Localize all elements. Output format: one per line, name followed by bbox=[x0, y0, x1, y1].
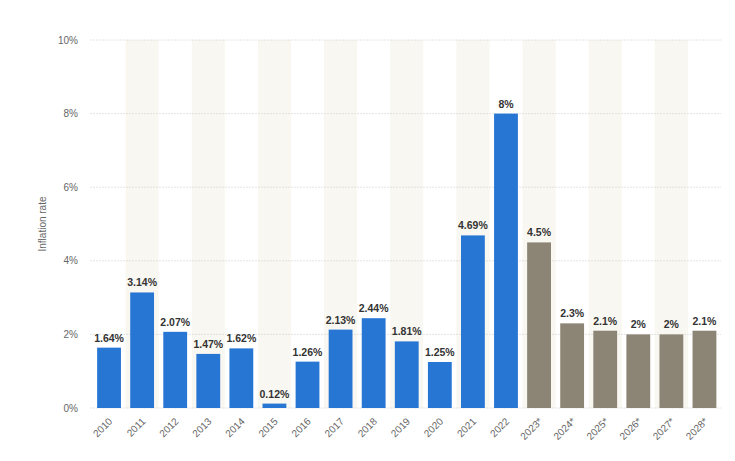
bar bbox=[163, 332, 187, 408]
column-band bbox=[456, 40, 489, 408]
x-tick-label: 2020 bbox=[422, 415, 446, 439]
data-label: 1.64% bbox=[94, 332, 124, 344]
bar bbox=[626, 334, 650, 408]
x-tick-label: 2025* bbox=[584, 416, 610, 442]
x-tick-label: 2019 bbox=[389, 415, 413, 439]
bar bbox=[263, 404, 287, 408]
x-tick-label: 2027* bbox=[651, 416, 677, 442]
x-tick-label: 2015 bbox=[256, 415, 280, 439]
y-tick-label: 0% bbox=[64, 403, 79, 414]
x-tick-label: 2011 bbox=[125, 415, 148, 438]
x-tick-label: 2012 bbox=[157, 415, 181, 439]
grid-line bbox=[91, 260, 722, 261]
bar bbox=[659, 334, 683, 408]
grid-line bbox=[91, 113, 722, 114]
x-tick-label: 2026* bbox=[617, 416, 643, 442]
data-label: 0.12% bbox=[260, 388, 290, 400]
column-band bbox=[126, 40, 159, 408]
x-tick-label: 2024* bbox=[551, 416, 577, 442]
data-label: 8% bbox=[498, 98, 514, 110]
x-tick-label: 2018 bbox=[356, 415, 380, 439]
y-axis-title: Inflation rate bbox=[37, 196, 48, 251]
data-label: 2% bbox=[631, 318, 647, 330]
x-tick-label: 2014 bbox=[223, 415, 247, 439]
data-label: 2.07% bbox=[160, 316, 190, 328]
y-tick-label: 10% bbox=[58, 35, 78, 46]
data-label: 1.25% bbox=[425, 346, 455, 358]
data-label: 2.3% bbox=[560, 307, 585, 319]
column-band bbox=[258, 40, 291, 408]
data-label: 1.26% bbox=[293, 346, 323, 358]
y-tick-label: 8% bbox=[64, 108, 79, 119]
x-tick-label: 2022 bbox=[488, 415, 512, 439]
column-band bbox=[589, 40, 622, 408]
column-band bbox=[655, 40, 688, 408]
bar bbox=[130, 292, 154, 408]
x-tick-label: 2017 bbox=[322, 415, 346, 439]
x-tick-label: 2010 bbox=[91, 415, 115, 439]
y-tick-label: 2% bbox=[64, 329, 79, 340]
column-band bbox=[192, 40, 225, 408]
data-labels: 1.64% 3.14% 2.07%1.47%1.62% 0.12% 1.26% 2.13%… bbox=[94, 98, 717, 400]
data-label: 1.62% bbox=[226, 332, 256, 344]
bar bbox=[196, 354, 220, 408]
data-label: 2.1% bbox=[593, 315, 618, 327]
x-tick-label: 2021 bbox=[455, 415, 479, 439]
bars bbox=[97, 114, 716, 408]
x-tick-label: 2013 bbox=[190, 415, 214, 439]
bar bbox=[362, 318, 386, 408]
x-tick-label: 2028* bbox=[684, 416, 710, 442]
data-label: 2.13% bbox=[326, 314, 356, 326]
bar bbox=[593, 331, 617, 408]
data-label: 1.81% bbox=[392, 325, 422, 337]
bar bbox=[296, 362, 320, 408]
data-label: 4.69% bbox=[458, 219, 488, 231]
data-label: 4.5% bbox=[527, 226, 552, 238]
y-tick-label: 6% bbox=[64, 182, 79, 193]
data-label: 1.47% bbox=[193, 338, 223, 350]
bar bbox=[97, 348, 121, 408]
grid-line bbox=[91, 40, 722, 41]
bar bbox=[329, 330, 353, 408]
chart: 0% 2% 4% 6% 8% 10% Inflation rate 1.64% 3.14% 2.0… bbox=[0, 0, 735, 461]
data-label: 2.44% bbox=[359, 302, 389, 314]
grid-line bbox=[91, 187, 722, 188]
data-label: 2.1% bbox=[692, 315, 717, 327]
column-band bbox=[324, 40, 357, 408]
bar bbox=[229, 348, 253, 408]
bar bbox=[494, 114, 518, 408]
column-band bbox=[390, 40, 423, 408]
bar bbox=[560, 323, 584, 408]
data-label: 3.14% bbox=[127, 276, 157, 288]
bar bbox=[428, 362, 452, 408]
bar bbox=[461, 235, 485, 408]
data-label: 2% bbox=[664, 318, 680, 330]
x-tick-label: 2023* bbox=[518, 416, 544, 442]
bar bbox=[395, 341, 419, 408]
y-tick-label: 4% bbox=[64, 255, 79, 266]
bar bbox=[693, 331, 717, 408]
x-tick-label: 2016 bbox=[289, 415, 313, 439]
column-band bbox=[523, 40, 556, 408]
bar bbox=[527, 242, 551, 408]
